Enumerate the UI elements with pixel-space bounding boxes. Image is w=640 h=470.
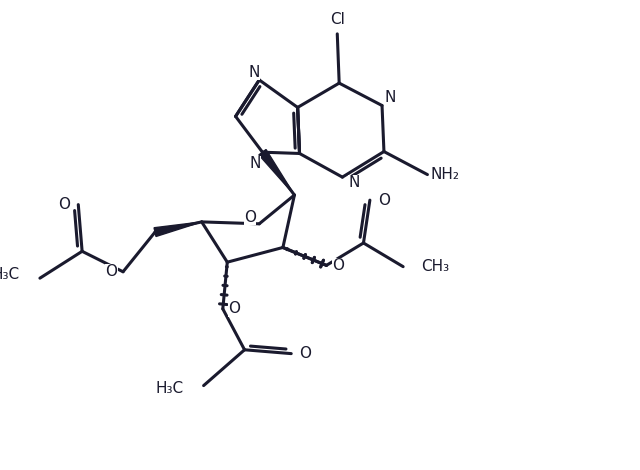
Text: O: O <box>228 301 240 316</box>
Text: Cl: Cl <box>330 12 345 27</box>
Text: N: N <box>249 156 260 171</box>
Text: O: O <box>378 193 390 208</box>
Text: N: N <box>384 90 396 105</box>
Text: N: N <box>348 175 360 190</box>
Text: N: N <box>248 65 260 80</box>
Text: H₃C: H₃C <box>0 267 19 282</box>
Text: H₃C: H₃C <box>155 381 183 396</box>
Polygon shape <box>154 222 202 236</box>
Polygon shape <box>259 149 294 195</box>
Text: O: O <box>244 210 255 225</box>
Text: O: O <box>106 264 118 279</box>
Text: O: O <box>332 258 344 273</box>
Text: CH₃: CH₃ <box>421 259 449 274</box>
Text: O: O <box>300 346 311 361</box>
Text: NH₂: NH₂ <box>431 167 460 182</box>
Text: O: O <box>58 197 70 212</box>
